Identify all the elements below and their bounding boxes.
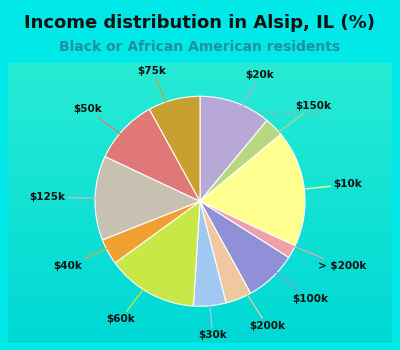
- Text: $10k: $10k: [257, 180, 362, 194]
- Wedge shape: [102, 201, 200, 263]
- Wedge shape: [200, 201, 289, 293]
- Wedge shape: [200, 96, 267, 201]
- Text: Income distribution in Alsip, IL (%): Income distribution in Alsip, IL (%): [24, 14, 376, 32]
- Text: $125k: $125k: [30, 192, 143, 202]
- Text: $20k: $20k: [220, 70, 274, 147]
- Text: © City-Data.com: © City-Data.com: [246, 109, 322, 118]
- Text: > $200k: > $200k: [250, 229, 366, 271]
- Wedge shape: [115, 201, 200, 306]
- Wedge shape: [200, 120, 281, 201]
- Text: Black or African American residents: Black or African American residents: [60, 40, 340, 54]
- Wedge shape: [200, 134, 305, 246]
- Wedge shape: [105, 109, 200, 201]
- Text: $50k: $50k: [73, 104, 158, 162]
- Text: $200k: $200k: [222, 254, 286, 331]
- Wedge shape: [200, 201, 295, 258]
- Wedge shape: [194, 201, 226, 306]
- Text: $40k: $40k: [53, 229, 150, 271]
- Text: $100k: $100k: [240, 243, 328, 304]
- Wedge shape: [200, 201, 250, 303]
- Text: $150k: $150k: [241, 101, 331, 161]
- Wedge shape: [95, 156, 200, 240]
- Text: $30k: $30k: [198, 258, 227, 340]
- Wedge shape: [150, 96, 200, 201]
- Text: $60k: $60k: [106, 251, 172, 324]
- Text: $75k: $75k: [138, 66, 185, 146]
